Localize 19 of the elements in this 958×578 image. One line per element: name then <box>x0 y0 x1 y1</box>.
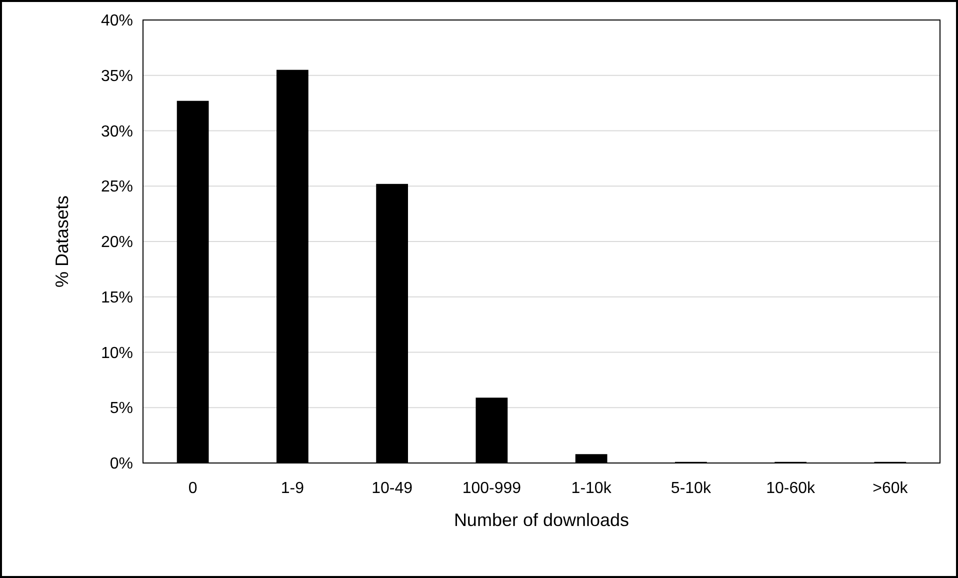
x-tick-label: 1-10k <box>571 480 612 497</box>
y-axis-title: % Datasets <box>52 195 72 288</box>
y-tick-label: 0% <box>110 456 133 473</box>
y-tick-label: 15% <box>100 289 133 306</box>
x-tick-label: 0 <box>188 480 198 497</box>
x-tick-label: 1-9 <box>280 480 304 497</box>
y-tick-label: 5% <box>110 400 133 418</box>
y-tick-label: 30% <box>100 123 133 140</box>
y-tick-label: 35% <box>100 68 133 85</box>
x-tick-label: 100-999 <box>462 480 522 497</box>
y-tick-label: 20% <box>100 234 133 252</box>
x-tick-label: 5-10k <box>670 480 712 497</box>
x-axis-title: Number of downloads <box>454 510 630 530</box>
x-tick-label: 10-60k <box>766 480 816 497</box>
y-tick-label: 25% <box>100 178 133 196</box>
y-tick-label: 10% <box>100 344 133 362</box>
x-tick-label: 10-49 <box>372 480 413 497</box>
x-tick-label: >60k <box>872 480 909 497</box>
y-tick-label: 40% <box>100 12 133 30</box>
